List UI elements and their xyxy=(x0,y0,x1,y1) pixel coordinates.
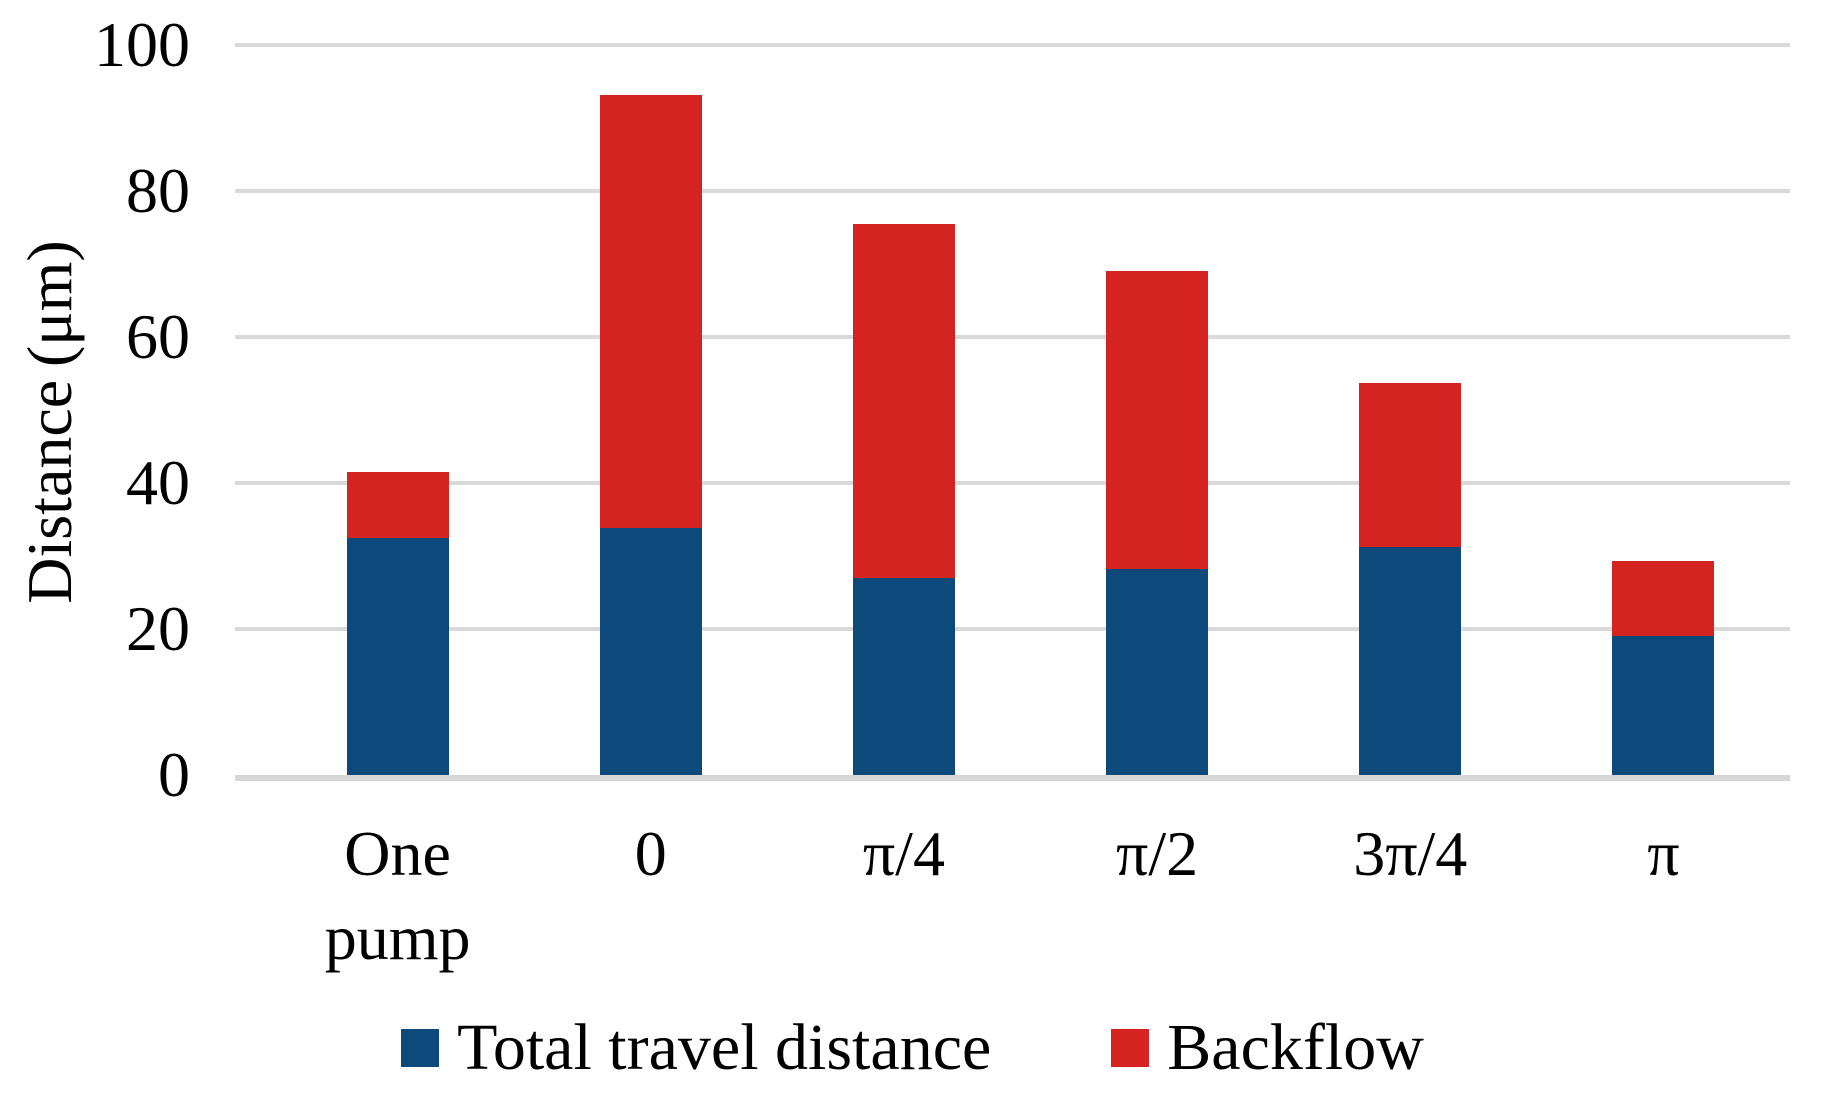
bar-segment-total-travel-distance-2 xyxy=(852,577,955,775)
gridline-0 xyxy=(235,775,1790,781)
y-axis-title: Distance (μm) xyxy=(14,240,85,604)
legend-label-total-travel-distance: Total travel distance xyxy=(457,1011,992,1084)
x-axis-label-0: One pump xyxy=(324,818,471,973)
bar-segment-total-travel-distance-5 xyxy=(1612,636,1715,775)
gridline-60 xyxy=(235,335,1790,339)
y-tick-label-100: 100 xyxy=(94,9,190,80)
legend-swatch-backflow-icon xyxy=(1111,1029,1150,1067)
gridline-40 xyxy=(235,481,1790,485)
bar-segment-backflow-1 xyxy=(599,95,702,529)
bar-segment-backflow-4 xyxy=(1359,382,1462,547)
x-axis-label-2: π/4 xyxy=(862,818,945,889)
bar-segment-backflow-0 xyxy=(346,472,449,539)
bar-segment-total-travel-distance-0 xyxy=(346,538,449,775)
bar-segment-total-travel-distance-4 xyxy=(1359,546,1462,775)
x-axis-label-4: 3π/4 xyxy=(1353,818,1468,889)
gridline-80 xyxy=(235,189,1790,193)
bar-segment-total-travel-distance-1 xyxy=(599,528,702,775)
y-tick-label-60: 60 xyxy=(126,301,190,372)
bar-segment-backflow-5 xyxy=(1612,561,1715,637)
legend: Total travel distance Backflow xyxy=(0,1008,1825,1088)
x-axis-label-1: 0 xyxy=(634,818,667,889)
y-tick-label-80: 80 xyxy=(126,155,190,226)
bar-segment-backflow-3 xyxy=(1106,271,1209,570)
legend-label-backflow: Backflow xyxy=(1167,1011,1424,1084)
x-axis-label-3: π/2 xyxy=(1116,818,1199,889)
y-tick-label-40: 40 xyxy=(126,447,190,518)
x-axis-label-5: π xyxy=(1647,818,1680,889)
bar-segment-total-travel-distance-3 xyxy=(1106,569,1209,775)
y-tick-label-20: 20 xyxy=(126,593,190,664)
y-tick-label-0: 0 xyxy=(158,739,190,810)
gridline-20 xyxy=(235,627,1790,631)
bar-segment-backflow-2 xyxy=(852,223,955,578)
legend-swatch-total-travel-distance-icon xyxy=(401,1029,440,1067)
gridline-100 xyxy=(235,43,1790,47)
legend-item-total-travel-distance: Total travel distance xyxy=(401,1008,991,1088)
legend-item-backflow: Backflow xyxy=(1111,1008,1424,1088)
